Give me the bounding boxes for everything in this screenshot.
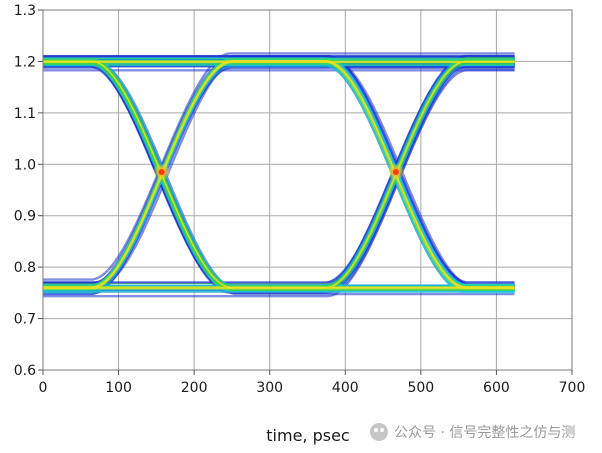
y-tick-label: 1.1 bbox=[14, 106, 36, 122]
x-tick-label: 100 bbox=[105, 380, 132, 396]
y-tick-label: 1.3 bbox=[14, 3, 36, 19]
x-axis-title: time, psec bbox=[266, 426, 349, 445]
crossing-point bbox=[159, 169, 165, 175]
watermark: 公众号 · 信号完整性之仿与测 bbox=[370, 421, 575, 443]
y-tick-label: 0.9 bbox=[14, 209, 36, 225]
y-tick-label: 0.7 bbox=[14, 312, 36, 328]
x-tick-label: 300 bbox=[256, 380, 283, 396]
y-tick-label: 0.6 bbox=[14, 363, 36, 379]
x-tick-label: 200 bbox=[181, 380, 208, 396]
wechat-icon bbox=[370, 423, 388, 441]
y-tick-label: 1.0 bbox=[14, 157, 36, 173]
x-tick-label: 0 bbox=[39, 380, 48, 396]
x-axis-ticks: 0 100 200 300 400 500 600 700 bbox=[39, 370, 586, 396]
x-tick-label: 500 bbox=[407, 380, 434, 396]
x-tick-label: 400 bbox=[332, 380, 359, 396]
y-tick-label: 0.8 bbox=[14, 260, 36, 276]
crossing-point bbox=[393, 169, 399, 175]
watermark-text: 公众号 · 信号完整性之仿与测 bbox=[394, 422, 575, 442]
x-tick-label: 600 bbox=[483, 380, 510, 396]
y-axis-ticks: 0.6 0.7 0.8 0.9 1.0 1.1 1.2 1.3 bbox=[14, 3, 43, 379]
y-tick-label: 1.2 bbox=[14, 54, 36, 70]
x-tick-label: 700 bbox=[559, 380, 586, 396]
